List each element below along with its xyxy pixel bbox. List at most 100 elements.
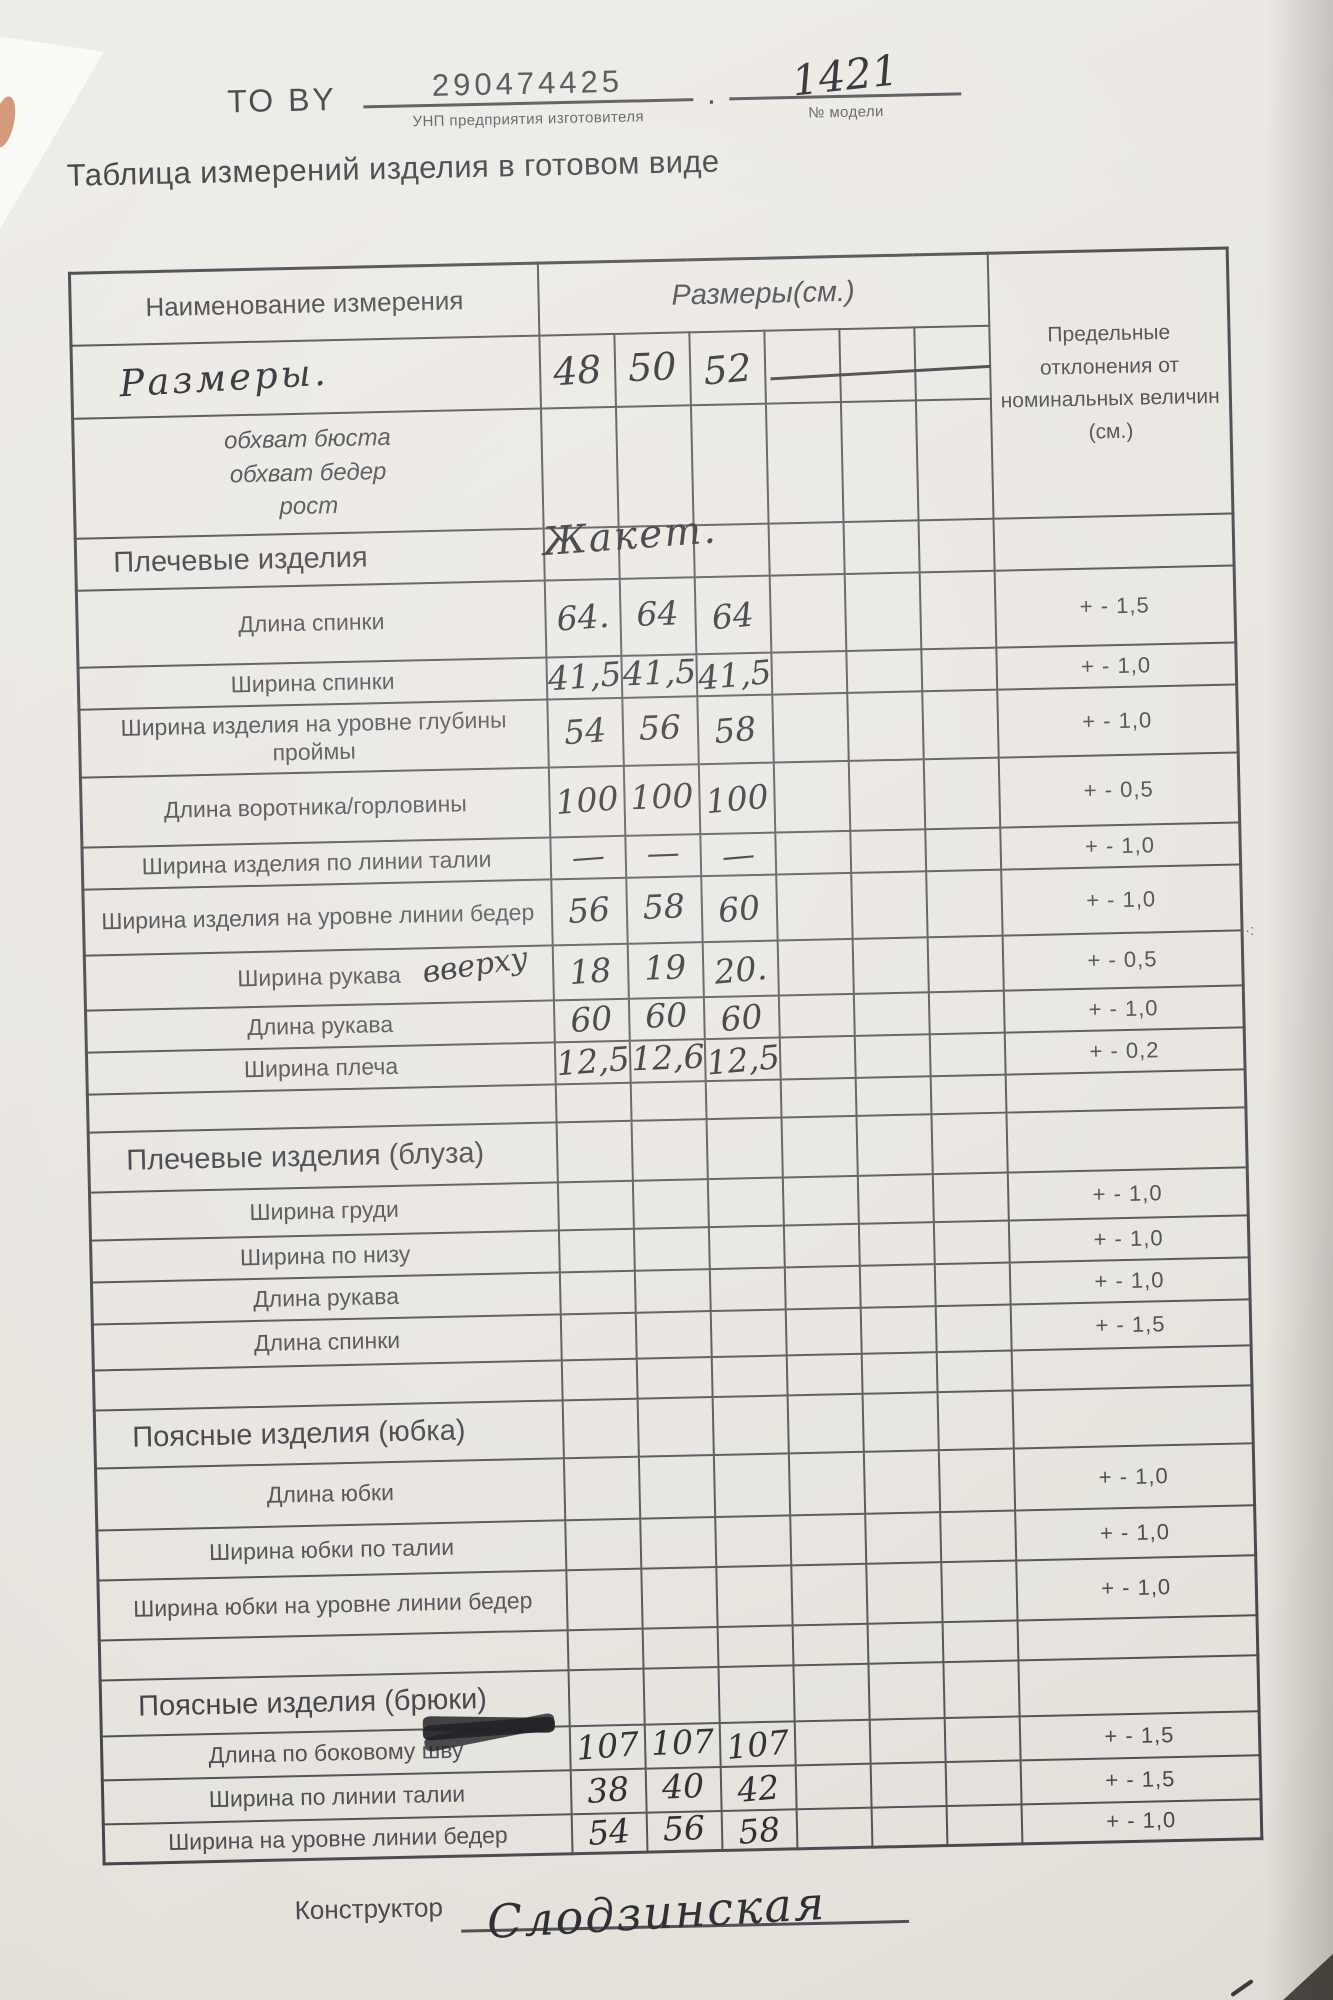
tolerance-value: + - 1,0 [1088,994,1159,1022]
handwritten-value: 48 [551,346,603,395]
size-value-cell [843,519,920,574]
size-value-cell [857,1173,934,1224]
document-header: ТО BY 290474425 УНП предприятия изготови… [226,45,962,134]
tolerance-cell: + - 1,0 [1013,1442,1255,1510]
size-value-cell [787,1393,864,1453]
measure-label-cell: обхват бюста обхват бедер рост [72,408,544,539]
size-value-cell: 58 [625,875,703,944]
size-value-cell [561,1358,638,1400]
handwritten-value: 60 [716,887,762,931]
measure-label-cell: Ширина изделия на уровне линии бедер [82,878,553,956]
col-header-sizes: Размеры(см.) [537,253,989,336]
size-value-cell [929,1032,1006,1076]
size-value-cell: 18 [552,943,629,1000]
size-value-cell: 42 [720,1764,797,1811]
tolerance-cell: + - 1,5 [1019,1710,1261,1760]
model-number-handwritten: 1421 [789,45,902,106]
size-value-cell [855,1075,931,1116]
size-value-cell [707,1176,784,1227]
size-value-cell [781,1115,858,1177]
size-value-cell [920,647,997,691]
size-value-cell [642,1626,718,1669]
label-text: Длина спинки [238,608,385,638]
measure-label-cell: Длина воротника/горловины [80,766,550,848]
label-text: Длина воротника/горловины [163,790,468,823]
size-value-cell [924,827,1001,871]
handwritten-value: 60 [644,995,688,1036]
tolerance-value: + - 1,0 [1105,1807,1177,1834]
size-value-cell [940,1559,1018,1622]
size-value-cell [795,1763,872,1809]
tolerance-value: + - 1,0 [1099,1518,1171,1546]
tolerance-cell: + - 1,0 [1000,863,1243,936]
size-value-cell [770,650,847,695]
handwritten-value: — [569,835,606,877]
size-value-cell: 56 [646,1808,722,1853]
tolerance-cell: + - 0,5 [1002,929,1244,991]
size-value-cell: 48 [538,333,616,409]
to-by-label: ТО BY [226,80,338,120]
size-value-cell [556,1120,633,1182]
handwritten-value: 58 [736,1809,782,1852]
size-value-cell [844,571,921,651]
handwritten-value: 100 [629,775,694,818]
size-value-cell [768,521,845,576]
handwritten-value: 58 [712,708,758,752]
model-caption: № модели [808,103,884,122]
tolerance-value: + - 1,0 [1098,1462,1169,1490]
size-value-cell [850,870,928,939]
size-value-cell [780,1077,856,1118]
size-value-cell: 60 [628,995,705,1041]
tolerance-cell: + - 1,0 [996,683,1239,758]
tolerance-value: + - 1,0 [1094,1266,1165,1294]
size-value-cell [862,1391,939,1452]
handwritten-value: 58 [642,886,686,927]
size-value-cell: 60 [703,995,780,1039]
handwritten-value: 18 [567,949,613,992]
tolerance-cell [1005,1068,1246,1113]
size-value-cell [559,1270,636,1314]
size-value-cell [933,1220,1010,1264]
tolerance-value: + - 1,5 [1095,1310,1166,1338]
size-value-cell [942,1619,1018,1662]
label-text: Ширина плеча [243,1052,399,1083]
size-value-cell [713,1452,790,1517]
size-value-cell [930,1112,1008,1174]
measure-label-cell: Ширина рукава вверху [84,940,554,1011]
size-value-cell [777,938,854,996]
size-value-cell [846,690,924,761]
size-value-cell [867,1661,945,1720]
size-value-cell [789,1513,866,1565]
size-value-cell [564,1518,641,1570]
size-value-cell [871,1805,947,1848]
tolerance-cell: + - 1,0 [1007,1166,1249,1221]
signature-line: Слодзинская [460,1865,910,1949]
tolerance-value: + - 1,0 [1080,651,1152,679]
size-value-cell [631,1118,708,1181]
size-value-cell [782,1175,859,1225]
label-text: Ширина спинки [230,667,395,698]
size-value-cell [785,1307,862,1355]
handwritten-value: 41,5 [621,651,697,694]
tolerance-value: + - 0,5 [1083,775,1154,803]
unp-caption: УНП предприятия изготовителя [412,108,645,131]
size-value-cell [568,1668,645,1726]
constructor-label: Конструктор [294,1892,444,1926]
tolerance-cell: + - 1,0 [1014,1504,1256,1560]
size-value-cell [715,1564,793,1627]
handwritten-value: 100 [703,776,770,822]
size-value-cell: 54 [571,1811,648,1854]
handwritten-value: 56 [638,707,682,748]
size-value-cell [935,1304,1012,1352]
measure-label-cell: Длина спинки [76,580,546,668]
handwritten-value: 64 [635,592,680,634]
size-value-cell [709,1266,786,1311]
size-value-cell [845,648,922,693]
handwritten-value: 54 [562,710,608,753]
size-value-cell [858,1221,935,1266]
handwritten-value: 64. [554,595,611,639]
label-text: Длина рукава [246,1010,394,1041]
size-value-cell [786,1353,863,1395]
size-value-cell [938,1448,1015,1512]
